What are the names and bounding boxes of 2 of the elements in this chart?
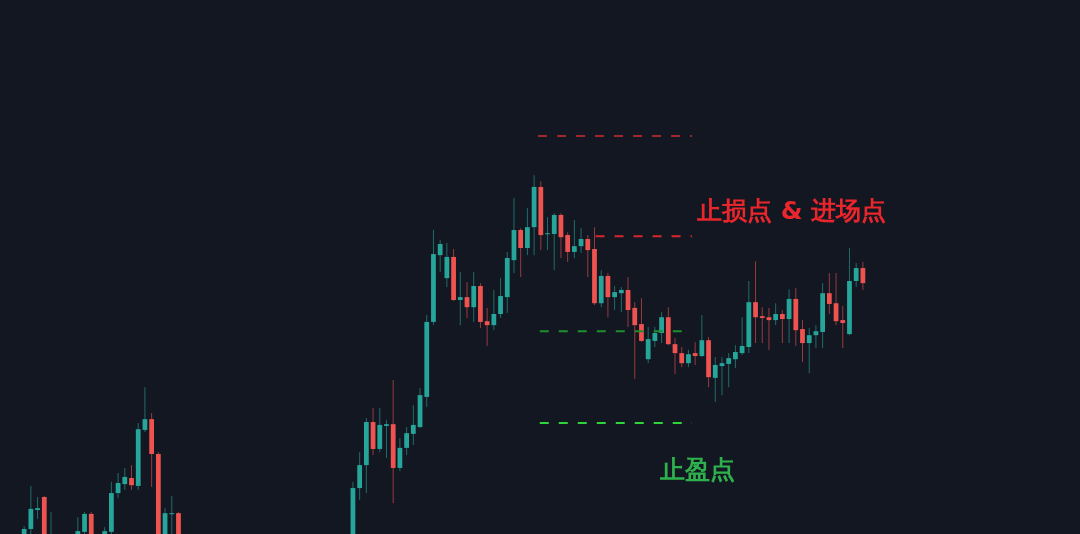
annotation: 止盈点: [660, 455, 735, 485]
annotation: 止损点 & 进场点: [697, 196, 887, 226]
